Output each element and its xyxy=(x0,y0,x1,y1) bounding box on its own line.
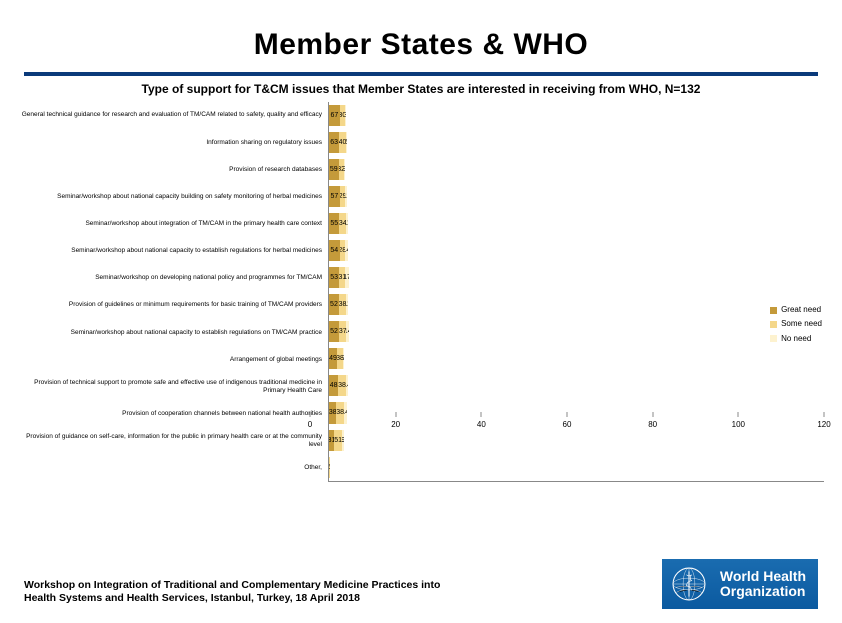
bar-row: 572911 xyxy=(329,183,352,210)
bar-segment-great-need: 52 xyxy=(329,294,339,315)
bar-row: 553411 xyxy=(329,210,352,237)
bar-row: 55 xyxy=(329,454,337,481)
legend-item: Great need xyxy=(770,303,822,317)
bar-segment-great-need: 53 xyxy=(329,267,339,288)
bar-row: 49387 xyxy=(329,345,349,372)
who-line1: World Health xyxy=(720,569,806,584)
bar-row: 59329 xyxy=(329,156,349,183)
bar-segment-no-need: 9 xyxy=(344,159,345,180)
bar-segment-no-need: 11 xyxy=(345,186,347,207)
category-label: Information sharing on regulatory issues xyxy=(18,139,328,146)
slide-title: Member States & WHO xyxy=(0,28,842,62)
category-label: Provision of technical support to promot… xyxy=(18,379,328,394)
bar-row: 483814 xyxy=(329,372,352,399)
legend-label: Great need xyxy=(781,303,821,317)
axis-tick: 40 xyxy=(477,420,486,429)
chart-legend: Great needSome needNo need xyxy=(770,303,822,346)
bar-row: 523714 xyxy=(329,318,352,345)
legend-label: Some need xyxy=(781,317,822,331)
x-axis: 020406080100120 xyxy=(310,412,824,432)
category-label: Seminar/workshop about national capacity… xyxy=(18,247,328,254)
bar-row: 533117 xyxy=(329,264,352,291)
who-line2: Organization xyxy=(720,584,806,599)
legend-swatch-icon xyxy=(770,321,777,328)
bar-segment-no-need: 8 xyxy=(345,105,346,126)
bar-segment-some-need: 51 xyxy=(334,430,342,451)
bar-segment-great-need: 55 xyxy=(329,213,339,234)
bar-row: 67308 xyxy=(329,102,349,129)
chart-subtitle: Type of support for T&CM issues that Mem… xyxy=(60,82,782,98)
bar-segment-great-need: 49 xyxy=(329,348,337,369)
axis-tick: 20 xyxy=(391,420,400,429)
bar-segment-no-need: 7 xyxy=(343,348,344,369)
category-label: Seminar/workshop about national capacity… xyxy=(18,193,328,200)
bar-segment-great-need: 52 xyxy=(329,321,339,342)
title-rule xyxy=(24,72,818,76)
bar-segment-great-need: 48 xyxy=(329,375,338,396)
bar-segment-some-need: 38 xyxy=(338,375,345,396)
legend-swatch-icon xyxy=(770,307,777,314)
axis-tick: 120 xyxy=(817,420,830,429)
category-label: Provision of guidelines or minimum requi… xyxy=(18,301,328,308)
category-label: Seminar/workshop about national capacity… xyxy=(18,329,328,336)
who-logo: World Health Organization xyxy=(662,559,818,609)
axis-tick: 60 xyxy=(563,420,572,429)
legend-label: No need xyxy=(781,332,811,346)
bar-segment-no-need: 14 xyxy=(346,321,349,342)
category-label: Provision of cooperation channels betwee… xyxy=(18,410,328,417)
legend-item: Some need xyxy=(770,317,822,331)
bar-segment-some-need: 38 xyxy=(339,294,346,315)
axis-tick: 80 xyxy=(648,420,657,429)
bar-segment-no-need: 14 xyxy=(346,375,349,396)
legend-item: No need xyxy=(770,332,822,346)
category-label: Seminar/workshop about integration of TM… xyxy=(18,220,328,227)
bar-segment-no-need: 5 xyxy=(346,132,347,153)
category-label: Arrangement of global meetings xyxy=(18,356,328,363)
axis-tick: 100 xyxy=(732,420,745,429)
bar-segment-no-need: 11 xyxy=(346,213,348,234)
bar-segment-no-need: 14 xyxy=(345,240,348,261)
bar-segment-no-need: 9 xyxy=(342,430,343,451)
bar-segment-some-need: 37 xyxy=(339,321,346,342)
bar-segment-great-need: 57 xyxy=(329,186,340,207)
category-label: Seminar/workshop on developing national … xyxy=(18,274,328,281)
bar-segment-great-need: 59 xyxy=(329,159,339,180)
bar-segment-great-need: 67 xyxy=(329,105,340,126)
bar-segment-no-need: 11 xyxy=(346,294,348,315)
category-label: General technical guidance for research … xyxy=(18,111,328,118)
bar-segment-great-need: 63 xyxy=(329,132,339,153)
footer-text: Workshop on Integration of Traditional a… xyxy=(24,579,454,605)
bar-row: 63405 xyxy=(329,129,349,156)
axis-tick: 0 xyxy=(308,420,312,429)
category-label: Provision of guidance on self-care, info… xyxy=(18,433,328,448)
category-label: Other, xyxy=(18,464,328,471)
bar-row: 523811 xyxy=(329,291,352,318)
bar-segment-no-need: 17 xyxy=(345,267,348,288)
legend-swatch-icon xyxy=(770,335,777,342)
bar-row: 542814 xyxy=(329,237,352,264)
who-emblem-icon xyxy=(668,563,710,605)
category-label: Provision of research databases xyxy=(18,166,328,173)
bar-segment-great-need: 54 xyxy=(329,240,340,261)
